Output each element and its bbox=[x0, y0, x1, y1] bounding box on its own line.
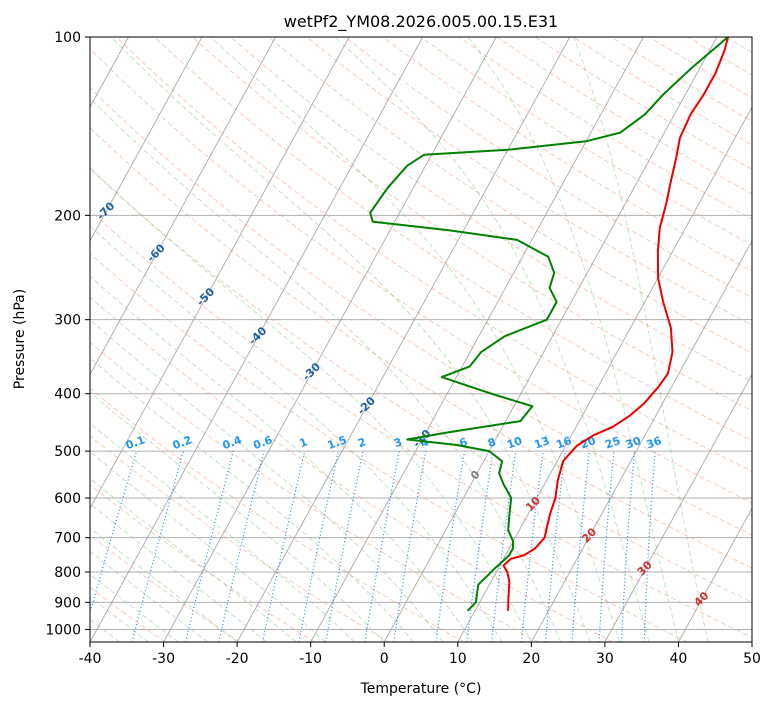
isotherm bbox=[383, 37, 718, 642]
dry-adiabat bbox=[90, 209, 752, 638]
isotherm bbox=[90, 37, 424, 642]
dry-adiabat bbox=[90, 127, 752, 569]
isotherm bbox=[90, 37, 350, 510]
mixing-ratio-label: 8 bbox=[486, 435, 498, 450]
mixing-ratio-label: 13 bbox=[532, 434, 551, 451]
dry-adiabat bbox=[90, 586, 166, 642]
y-tick-label: 700 bbox=[54, 531, 81, 547]
x-tick-label: -10 bbox=[299, 651, 322, 667]
mixing-ratio-label: 20 bbox=[579, 434, 598, 452]
isotherm bbox=[604, 373, 752, 642]
x-tick-label: 20 bbox=[522, 651, 540, 667]
mixing-ratio-line bbox=[643, 451, 656, 642]
mixing-ratio-line bbox=[298, 450, 339, 642]
moist-adiabat bbox=[110, 37, 591, 642]
moist-adiabat bbox=[90, 166, 532, 642]
isotherms bbox=[90, 37, 752, 642]
series-lines bbox=[369, 37, 729, 612]
mixing-ratio-label: 0.4 bbox=[221, 433, 244, 452]
moist-adiabat bbox=[467, 37, 679, 642]
mixing-ratio-label: 1.5 bbox=[326, 433, 349, 452]
mixing-ratio-line bbox=[131, 450, 184, 642]
y-tick-label: 100 bbox=[54, 30, 81, 46]
mixing-ratio-label: 0.1 bbox=[124, 433, 147, 452]
pressure-gridlines bbox=[90, 37, 752, 630]
mixing-ratio-lines bbox=[90, 450, 656, 642]
y-tick-label: 800 bbox=[54, 565, 81, 581]
dry-adiabat bbox=[90, 387, 464, 642]
temperature-line bbox=[502, 37, 729, 611]
isotherm bbox=[90, 37, 203, 242]
isotherm bbox=[236, 37, 571, 642]
y-tick-label: 200 bbox=[54, 208, 81, 224]
dry-adiabat bbox=[90, 87, 752, 536]
moist-adiabat bbox=[334, 37, 650, 642]
dry-adiabat bbox=[306, 37, 752, 326]
y-tick-label: 1000 bbox=[45, 622, 81, 638]
y-tick-label: 900 bbox=[54, 595, 81, 611]
y-tick-label: 600 bbox=[54, 491, 81, 507]
x-tick-label: 0 bbox=[380, 651, 389, 667]
mixing-ratio-label: 6 bbox=[458, 435, 470, 450]
x-axis-ticks: -40 -30 -20 -10 0 10 20 30 40 50 bbox=[79, 642, 761, 667]
mixing-ratio-label: 2 bbox=[356, 435, 368, 450]
dry-adiabat bbox=[90, 484, 315, 642]
isotherm bbox=[163, 37, 497, 642]
dry-adiabat bbox=[115, 37, 752, 472]
moist-adiabat bbox=[90, 319, 444, 642]
mixing-ratio-label: 0.2 bbox=[171, 433, 194, 452]
mixing-ratio-label: 0.6 bbox=[252, 433, 275, 452]
mixing-ratio-label: 25 bbox=[603, 434, 622, 451]
isotherm bbox=[530, 239, 752, 642]
moist-adiabat bbox=[90, 422, 356, 642]
dry-adiabat bbox=[268, 37, 752, 354]
mixing-ratio-label: 30 bbox=[624, 434, 643, 452]
mixing-ratio-line bbox=[90, 450, 138, 615]
chart-title: wetPf2_YM08.2026.005.00.15.E31 bbox=[284, 12, 558, 32]
x-tick-label: 30 bbox=[596, 651, 614, 667]
moist-adiabat bbox=[90, 275, 473, 642]
x-axis-title: Temperature (°C) bbox=[360, 681, 482, 697]
mixing-ratio-line bbox=[621, 451, 636, 642]
x-tick-label: 10 bbox=[449, 651, 467, 667]
y-axis-title: Pressure (hPa) bbox=[12, 289, 28, 389]
dry-adiabats bbox=[90, 37, 752, 642]
dry-adiabat bbox=[90, 252, 688, 642]
y-tick-label: 300 bbox=[54, 313, 81, 329]
x-tick-label: 40 bbox=[670, 651, 688, 667]
plot-frame bbox=[89, 36, 753, 643]
dry-adiabat bbox=[191, 37, 752, 412]
mixing-ratio-label: 3 bbox=[392, 435, 404, 450]
moist-adiabat bbox=[573, 37, 709, 642]
mixing-ratio-label: 4 bbox=[419, 435, 431, 450]
y-axis-ticks: 100 200 300 400 500 600 700 800 900 1000 bbox=[45, 30, 90, 638]
isotherm bbox=[678, 507, 752, 642]
x-tick-label: -30 bbox=[152, 651, 175, 667]
dry-adiabat bbox=[90, 48, 752, 504]
dry-adiabat bbox=[90, 534, 241, 642]
mixing-ratio-label: 10 bbox=[505, 434, 524, 452]
isotherm bbox=[90, 37, 277, 376]
isotherm bbox=[310, 37, 644, 642]
dry-adiabat bbox=[90, 296, 613, 642]
dry-adiabat bbox=[90, 168, 752, 603]
moist-adiabat bbox=[90, 596, 150, 642]
mixing-ratio-label: 1 bbox=[298, 435, 310, 450]
mixing-ratio-label: 36 bbox=[645, 434, 664, 452]
y-tick-label: 400 bbox=[54, 387, 81, 403]
y-tick-label: 500 bbox=[54, 444, 81, 460]
x-tick-label: -40 bbox=[79, 651, 102, 667]
moist-adiabat bbox=[90, 391, 385, 642]
moist-adiabat bbox=[210, 37, 621, 642]
mixing-ratio-line bbox=[261, 450, 306, 642]
mixing-ratio-label: 16 bbox=[554, 434, 573, 452]
dewpoint-line bbox=[369, 37, 729, 612]
dry-adiabat bbox=[90, 435, 390, 642]
plot-area: 0.10.20.40.611.52346810131620253036-100-… bbox=[90, 37, 752, 642]
x-tick-label: 50 bbox=[743, 651, 761, 667]
x-tick-label: -20 bbox=[226, 651, 249, 667]
dry-adiabat bbox=[229, 37, 752, 383]
